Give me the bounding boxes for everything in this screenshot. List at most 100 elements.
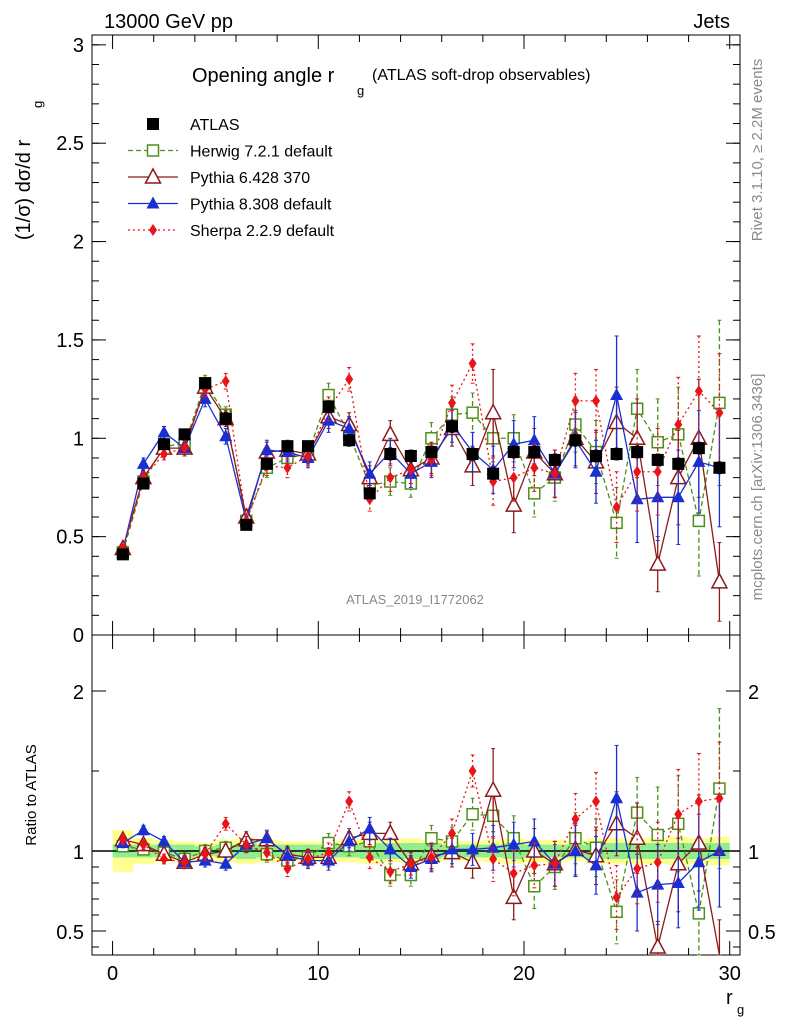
- data-point: [201, 848, 210, 861]
- data-point: [240, 518, 253, 531]
- data-point: [384, 448, 397, 461]
- data-point: [672, 457, 685, 470]
- data-point: [363, 821, 377, 834]
- legend-entry-herwig-7-2-1-default: Herwig 7.2.1 default: [128, 144, 333, 161]
- data-point: [304, 449, 312, 462]
- data-point: [283, 461, 292, 474]
- data-point: [118, 833, 127, 846]
- data-point: [406, 857, 415, 870]
- data-point: [363, 466, 377, 479]
- data-point: [487, 467, 500, 480]
- upper-ytick-label: 0: [73, 625, 84, 647]
- data-point: [157, 425, 171, 438]
- data-point: [631, 446, 644, 459]
- data-point: [507, 837, 521, 850]
- chart-title-suffix: (ATLAS soft-drop observables): [372, 67, 590, 84]
- data-point: [137, 477, 150, 490]
- data-point: [381, 823, 400, 841]
- data-point: [219, 412, 232, 425]
- series-pythia-8-308-default: [116, 335, 726, 556]
- data-point: [651, 490, 665, 503]
- legend-label: Sherpa 2.2.9 default: [190, 223, 335, 240]
- data-point: [530, 461, 539, 474]
- data-point: [590, 449, 602, 462]
- data-point: [466, 406, 479, 419]
- series-sherpa-2-2-9-default: [118, 741, 724, 930]
- data-point: [692, 855, 706, 868]
- data-point: [651, 828, 664, 842]
- data-point: [404, 449, 417, 462]
- series-sherpa-2-2-9-default: [118, 335, 724, 555]
- data-point: [507, 446, 520, 459]
- data-point: [466, 448, 479, 461]
- data-point: [710, 572, 729, 589]
- data-point: [550, 857, 559, 870]
- data-point: [242, 838, 251, 851]
- svg-text:Opening angle r: Opening angle r: [192, 65, 335, 87]
- data-point: [569, 434, 582, 447]
- data-point: [610, 448, 623, 461]
- lower-ytick-label: 1: [73, 842, 84, 864]
- data-point: [610, 388, 624, 400]
- data-point: [713, 461, 726, 474]
- data-point: [612, 891, 621, 904]
- data-point: [260, 831, 274, 844]
- data-point: [160, 853, 168, 865]
- data-point: [345, 795, 354, 808]
- upper-ytick-label: 2.5: [56, 133, 84, 155]
- data-point: [509, 867, 518, 880]
- legend-marker: [146, 144, 160, 157]
- data-point: [484, 403, 502, 420]
- data-point: [136, 456, 150, 469]
- data-point: [651, 435, 664, 449]
- data-point: [219, 856, 233, 869]
- legend-label: Herwig 7.2.1 default: [190, 144, 333, 161]
- lower-frame: [91, 634, 741, 956]
- data-point: [322, 400, 335, 413]
- data-point: [425, 831, 438, 845]
- data-point: [489, 853, 498, 865]
- data-point: [383, 842, 397, 855]
- data-point: [468, 765, 477, 777]
- data-point: [445, 842, 459, 855]
- xlabel: r: [726, 987, 733, 1009]
- upper-ytick-label: 1: [73, 428, 84, 450]
- data-point: [324, 846, 333, 859]
- chart-title-subscript: g: [357, 83, 364, 98]
- data-point: [406, 463, 415, 476]
- data-point: [653, 465, 662, 478]
- data-point: [342, 421, 356, 434]
- data-point: [158, 438, 170, 451]
- data-point: [548, 453, 561, 466]
- data-point: [198, 391, 212, 404]
- data-point: [592, 795, 600, 808]
- data-point: [343, 434, 356, 447]
- data-point: [648, 554, 667, 571]
- data-point: [221, 375, 230, 388]
- xtick-label: 0: [107, 963, 118, 985]
- data-point: [571, 813, 580, 825]
- upper-panel: 0 0.5 1 1.5 2 2.5 3 Opening angle r g (ATLAS s…: [13, 34, 741, 647]
- lower-ytick-label: 2: [73, 682, 84, 704]
- data-point: [589, 858, 603, 871]
- data-point: [568, 844, 582, 856]
- data-point: [322, 413, 336, 426]
- data-point: [530, 859, 539, 872]
- data-point: [653, 856, 662, 869]
- data-point: [466, 842, 480, 855]
- data-point: [694, 385, 703, 398]
- xlabel-subscript: g: [737, 1002, 744, 1017]
- data-point: [345, 373, 354, 386]
- data-point: [528, 446, 541, 459]
- data-point: [592, 394, 600, 407]
- data-point: [692, 454, 706, 467]
- data-point: [365, 851, 374, 864]
- data-point: [260, 457, 273, 470]
- data-point: [262, 846, 271, 859]
- data-point: [484, 780, 502, 797]
- legend-marker: [147, 118, 159, 130]
- data-point: [139, 838, 148, 851]
- upper-ytick-label: 2: [73, 232, 84, 254]
- data-point: [386, 865, 395, 878]
